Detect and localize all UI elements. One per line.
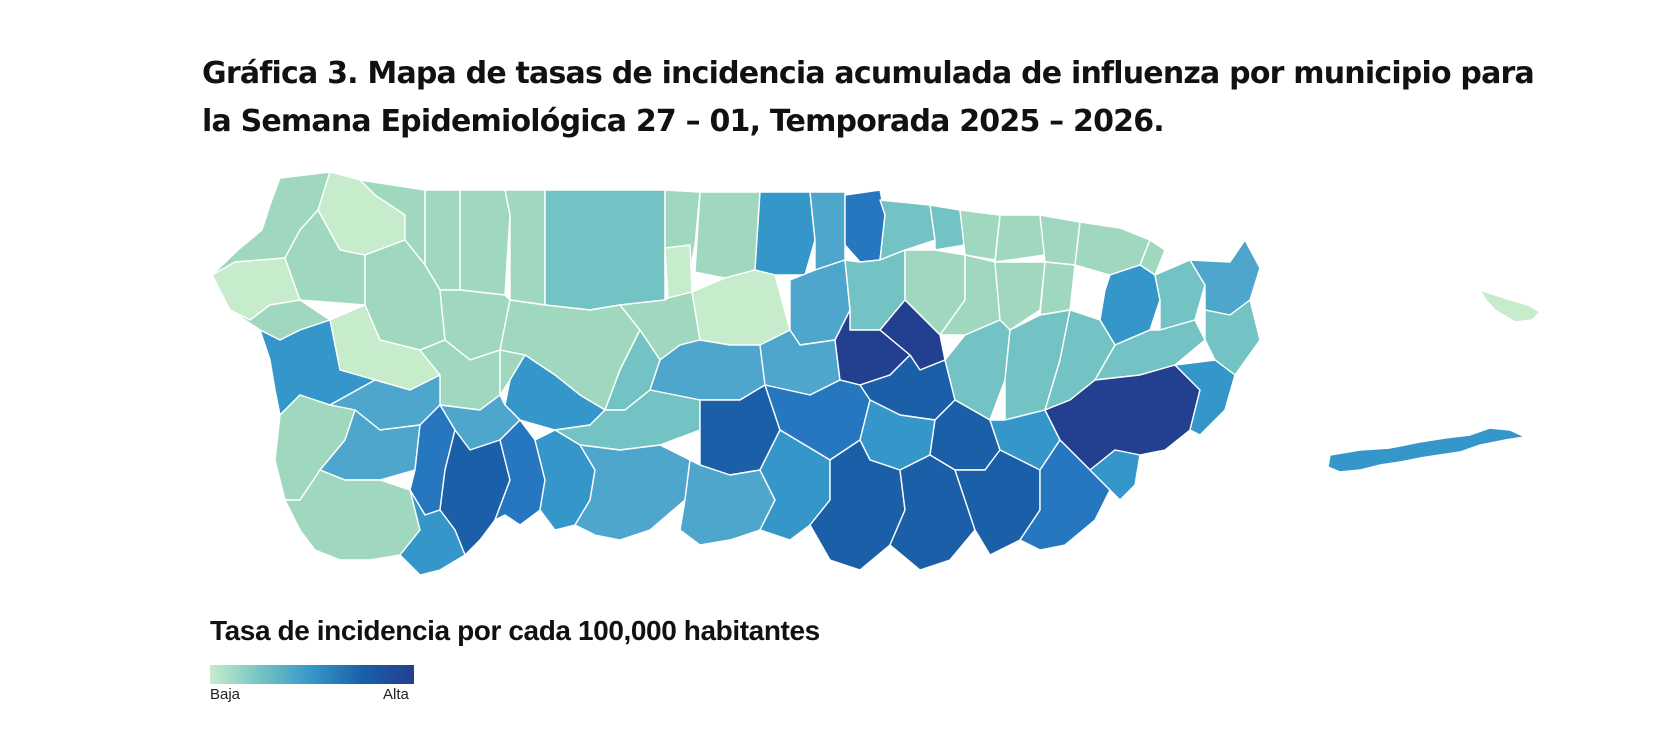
municipality-region bbox=[809, 191, 846, 271]
island-culebra bbox=[1479, 289, 1541, 323]
legend-low-label: Baja bbox=[210, 686, 241, 703]
municipality-region bbox=[1019, 439, 1111, 551]
municipality-region bbox=[574, 444, 691, 541]
municipality-region bbox=[929, 204, 966, 251]
legend-high-label: Alta bbox=[383, 686, 409, 703]
municipality-region bbox=[439, 429, 511, 556]
municipality-region bbox=[664, 244, 693, 299]
municipality-region bbox=[504, 189, 546, 306]
municipality-region bbox=[399, 489, 466, 576]
chart-title: Gráfica 3. Mapa de tasas de incidencia a… bbox=[202, 50, 1582, 146]
municipality-region bbox=[994, 261, 1046, 331]
municipality-region bbox=[754, 191, 816, 276]
municipality-region bbox=[959, 209, 1001, 261]
municipality-region bbox=[459, 189, 511, 296]
legend-title: Tasa de incidencia por cada 100,000 habi… bbox=[210, 615, 820, 646]
municipality-region bbox=[1089, 449, 1141, 501]
legend-color-scale bbox=[210, 665, 414, 684]
municipality-region bbox=[694, 191, 761, 279]
municipality-region bbox=[1174, 359, 1236, 436]
municipality-region bbox=[1039, 214, 1081, 266]
municipality-region bbox=[844, 189, 886, 263]
chart-title-line-2: la Semana Epidemiológica 27 – 01, Tempor… bbox=[202, 104, 1165, 139]
chart-title-line-1: Gráfica 3. Mapa de tasas de incidencia a… bbox=[202, 56, 1535, 91]
municipality-region bbox=[889, 454, 976, 571]
municipality-region bbox=[284, 209, 366, 306]
municipality-region bbox=[1204, 299, 1261, 376]
municipality-region bbox=[691, 269, 791, 346]
municipality-region bbox=[1039, 261, 1076, 316]
municipality-region bbox=[544, 189, 666, 311]
municipality-region bbox=[994, 214, 1046, 263]
island-vieques bbox=[1327, 427, 1526, 473]
